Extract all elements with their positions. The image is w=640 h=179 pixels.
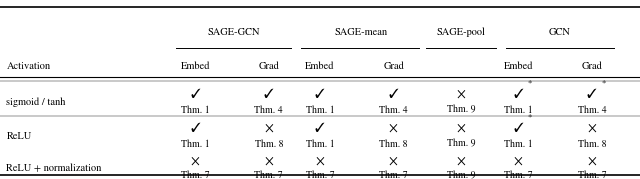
Text: Thm. 4: Thm. 4: [255, 105, 283, 115]
Text: Thm. 1: Thm. 1: [306, 105, 334, 115]
Text: $\times$: $\times$: [456, 153, 466, 167]
Text: Thm. 7: Thm. 7: [578, 171, 606, 179]
Text: Grad: Grad: [582, 61, 602, 71]
Text: Thm. 1: Thm. 1: [504, 105, 532, 115]
Text: Thm. 7: Thm. 7: [504, 171, 532, 179]
Text: $\times$: $\times$: [587, 121, 597, 135]
Text: Embed: Embed: [180, 61, 210, 71]
Text: $\times$: $\times$: [264, 153, 274, 167]
Text: *: *: [602, 79, 605, 87]
Text: $\checkmark$: $\checkmark$: [314, 121, 326, 135]
Text: Thm. 9: Thm. 9: [447, 105, 475, 115]
Text: Thm. 1: Thm. 1: [306, 139, 334, 149]
Text: $\checkmark$: $\checkmark$: [586, 87, 598, 101]
Text: Thm. 8: Thm. 8: [578, 139, 606, 149]
Text: Embed: Embed: [504, 61, 533, 71]
Text: $\times$: $\times$: [513, 153, 524, 167]
Text: Thm. 8: Thm. 8: [255, 139, 283, 149]
Text: Thm. 8: Thm. 8: [380, 139, 408, 149]
Text: Thm. 1: Thm. 1: [504, 139, 532, 149]
Text: Thm. 7: Thm. 7: [306, 171, 334, 179]
Text: $\times$: $\times$: [315, 153, 325, 167]
Text: sigmoid / tanh: sigmoid / tanh: [6, 97, 66, 107]
Text: $\times$: $\times$: [388, 153, 399, 167]
Text: Thm. 9: Thm. 9: [447, 139, 475, 149]
Text: Thm. 1: Thm. 1: [181, 139, 209, 149]
Text: Activation: Activation: [6, 61, 51, 71]
Text: $\times$: $\times$: [456, 121, 466, 135]
Text: *: *: [528, 79, 532, 87]
Text: $\times$: $\times$: [190, 153, 200, 167]
Text: Thm. 7: Thm. 7: [181, 171, 209, 179]
Text: SAGE-mean: SAGE-mean: [335, 27, 388, 37]
Text: Thm. 1: Thm. 1: [181, 105, 209, 115]
Text: $\checkmark$: $\checkmark$: [189, 121, 201, 135]
Text: $\checkmark$: $\checkmark$: [189, 87, 201, 101]
Text: Thm. 9: Thm. 9: [447, 171, 475, 179]
Text: $\checkmark$: $\checkmark$: [314, 87, 326, 101]
Text: Grad: Grad: [383, 61, 404, 71]
Text: GCN: GCN: [549, 27, 571, 37]
Text: $\checkmark$: $\checkmark$: [388, 87, 399, 101]
Text: Grad: Grad: [259, 61, 279, 71]
Text: $\times$: $\times$: [456, 87, 466, 101]
Text: $\times$: $\times$: [388, 121, 399, 135]
Text: $\times$: $\times$: [587, 153, 597, 167]
Text: $\checkmark$: $\checkmark$: [263, 87, 275, 101]
Text: $\times$: $\times$: [264, 121, 274, 135]
Text: SAGE-pool: SAGE-pool: [436, 27, 485, 37]
Text: $\checkmark$: $\checkmark$: [513, 87, 524, 101]
Text: *: *: [528, 113, 532, 121]
Text: ReLU: ReLU: [6, 131, 31, 141]
Text: Thm. 4: Thm. 4: [380, 105, 408, 115]
Text: SAGE-GCN: SAGE-GCN: [207, 27, 260, 37]
Text: ReLU + normalization: ReLU + normalization: [6, 163, 102, 173]
Text: Thm. 7: Thm. 7: [380, 171, 408, 179]
Text: Thm. 4: Thm. 4: [578, 105, 606, 115]
Text: Embed: Embed: [305, 61, 335, 71]
Text: $\checkmark$: $\checkmark$: [513, 121, 524, 135]
Text: Thm. 7: Thm. 7: [255, 171, 283, 179]
